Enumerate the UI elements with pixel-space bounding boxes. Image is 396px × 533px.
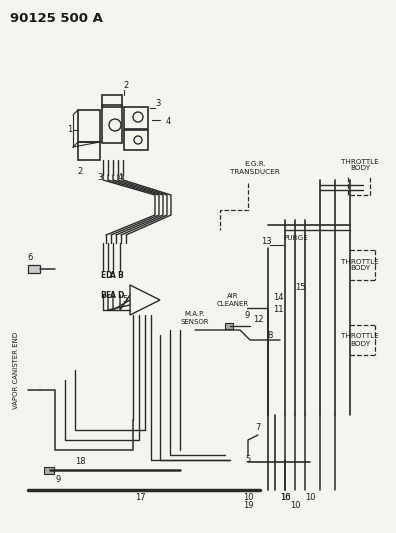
Text: PURGE: PURGE xyxy=(283,235,308,241)
Text: 6: 6 xyxy=(27,254,33,262)
Text: THROTTLE
BODY: THROTTLE BODY xyxy=(341,158,379,172)
Text: 14: 14 xyxy=(273,294,283,303)
Bar xyxy=(102,105,122,143)
Bar xyxy=(225,323,233,329)
Text: E: E xyxy=(105,290,110,300)
Text: 12: 12 xyxy=(253,316,263,325)
Text: 8: 8 xyxy=(267,332,273,341)
Text: B: B xyxy=(117,271,123,279)
Text: A: A xyxy=(110,271,116,279)
Text: 2: 2 xyxy=(77,167,83,176)
Text: 18: 18 xyxy=(75,457,85,466)
Text: AIR
CLEANER: AIR CLEANER xyxy=(217,294,249,306)
Text: 9: 9 xyxy=(244,311,249,320)
Bar xyxy=(124,107,148,129)
Text: 19: 19 xyxy=(243,502,253,511)
Text: E.G.R.
TRANSDUCER: E.G.R. TRANSDUCER xyxy=(230,161,280,174)
Text: 3: 3 xyxy=(155,99,161,108)
Text: 16: 16 xyxy=(280,494,290,503)
Text: 4: 4 xyxy=(166,117,171,126)
Text: 10: 10 xyxy=(305,494,315,503)
Text: VAPOR CANISTER END: VAPOR CANISTER END xyxy=(13,332,19,409)
Text: 10: 10 xyxy=(290,502,300,511)
Text: 11: 11 xyxy=(273,305,283,314)
Bar xyxy=(44,467,54,474)
Text: 10: 10 xyxy=(243,494,253,503)
Text: 5: 5 xyxy=(246,456,251,464)
Text: THROTTLE
BODY: THROTTLE BODY xyxy=(341,334,379,346)
Text: 17: 17 xyxy=(135,492,145,502)
Text: M.A.P.
SENSOR: M.A.P. SENSOR xyxy=(181,311,209,325)
Text: 9: 9 xyxy=(55,475,61,484)
Text: A: A xyxy=(110,290,116,300)
Bar xyxy=(78,142,100,160)
Text: THROTTLE
BODY: THROTTLE BODY xyxy=(341,259,379,271)
Text: 4: 4 xyxy=(117,174,123,182)
Text: 13: 13 xyxy=(261,238,271,246)
Text: 1: 1 xyxy=(67,125,72,134)
Text: 5: 5 xyxy=(122,295,128,304)
Text: D: D xyxy=(117,290,123,300)
Bar xyxy=(28,265,40,273)
Text: 90125 500 A: 90125 500 A xyxy=(10,12,103,25)
Text: 2: 2 xyxy=(124,80,129,90)
Text: 7: 7 xyxy=(255,424,261,432)
Text: B: B xyxy=(100,290,106,300)
Bar xyxy=(124,130,148,150)
Bar xyxy=(102,95,122,107)
Bar xyxy=(78,110,100,142)
Text: E: E xyxy=(100,271,106,279)
Text: 15: 15 xyxy=(295,284,305,293)
Text: 10: 10 xyxy=(280,494,290,503)
Text: D: D xyxy=(105,271,111,279)
Text: 3: 3 xyxy=(97,174,103,182)
